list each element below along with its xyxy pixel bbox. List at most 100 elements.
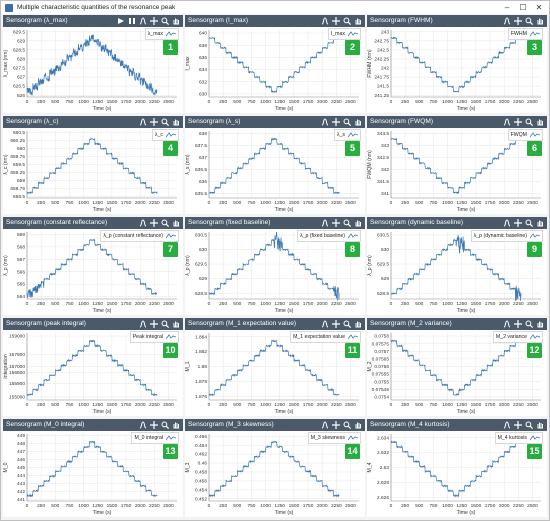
pan-hand-icon[interactable]: [536, 17, 544, 25]
pan-hand-icon[interactable]: [536, 320, 544, 328]
crosshair-icon[interactable]: [332, 118, 340, 126]
crosshair-icon[interactable]: [150, 17, 158, 25]
sensorgram-chart[interactable]: 0 250 500 750 1000 1250 1500 1750 2000 2250 2500 56…: [3, 229, 183, 315]
sensorgram-chart[interactable]: 0 250 500 750 1000 1250 1500 1750 2000 2250 2500 63…: [185, 128, 365, 214]
axes: [26, 434, 177, 502]
pause-icon[interactable]: [128, 17, 136, 25]
sensorgram-chart[interactable]: 0 250 500 750 1000 1250 1500 1750 2000 2250 2500 64…: [185, 27, 365, 113]
pan-hand-icon[interactable]: [172, 118, 180, 126]
curve-fit-icon[interactable]: [321, 421, 329, 429]
legend-line-icon: [166, 435, 176, 441]
x-tick-label: 250: [37, 200, 45, 206]
zoom-icon[interactable]: [343, 219, 351, 227]
sensorgram-panel: Sensorgram (λ_s) 0 250 500 750 1000 1250 1500 17…: [185, 116, 365, 214]
curve-fit-icon[interactable]: [503, 17, 511, 25]
crosshair-icon[interactable]: [514, 421, 522, 429]
curve-fit-icon[interactable]: [321, 320, 329, 328]
sensorgram-chart[interactable]: 0 250 500 750 1000 1250 1500 1750 2000 2250 2500 2.…: [367, 431, 547, 517]
zoom-icon[interactable]: [525, 219, 533, 227]
crosshair-icon[interactable]: [514, 219, 522, 227]
y-tick-label: 0.466: [195, 434, 207, 440]
minimize-button[interactable]: –: [504, 3, 510, 12]
y-tick-label: 0.0756: [374, 364, 389, 370]
zoom-icon[interactable]: [343, 421, 351, 429]
pan-hand-icon[interactable]: [172, 17, 180, 25]
curve-fit-icon[interactable]: [139, 320, 147, 328]
zoom-icon[interactable]: [161, 17, 169, 25]
curve-fit-icon[interactable]: [503, 219, 511, 227]
pan-hand-icon[interactable]: [172, 320, 180, 328]
series-line: [208, 339, 340, 397]
x-tick-label: 2500: [345, 503, 356, 509]
crosshair-icon[interactable]: [514, 118, 522, 126]
pan-hand-icon[interactable]: [536, 118, 544, 126]
x-tick-label: 2000: [499, 402, 510, 408]
zoom-icon[interactable]: [161, 219, 169, 227]
pan-hand-icon[interactable]: [354, 219, 362, 227]
axes: [208, 131, 359, 199]
crosshair-icon[interactable]: [150, 118, 158, 126]
panel-number-badge: 10: [163, 343, 178, 358]
curve-fit-icon[interactable]: [321, 17, 329, 25]
sensorgram-chart[interactable]: 0 250 500 750 1000 1250 1500 1750 2000 2250 2500 44…: [3, 431, 183, 517]
curve-fit-icon[interactable]: [139, 17, 147, 25]
pan-hand-icon[interactable]: [354, 320, 362, 328]
play-icon[interactable]: [117, 17, 125, 25]
pan-hand-icon[interactable]: [536, 219, 544, 227]
zoom-icon[interactable]: [525, 320, 533, 328]
sensorgram-chart[interactable]: 0 250 500 750 1000 1250 1500 1750 2000 2250 2500 34…: [367, 128, 547, 214]
zoom-icon[interactable]: [161, 320, 169, 328]
curve-fit-icon[interactable]: [139, 421, 147, 429]
x-tick-label: 2250: [513, 99, 524, 105]
curve-fit-icon[interactable]: [321, 118, 329, 126]
curve-fit-icon[interactable]: [139, 219, 147, 227]
zoom-icon[interactable]: [161, 421, 169, 429]
chart-legend: M_4 kurtosis: [494, 432, 543, 444]
crosshair-icon[interactable]: [332, 421, 340, 429]
y-tick-label: 632: [199, 79, 207, 85]
crosshair-icon[interactable]: [332, 17, 340, 25]
pan-hand-icon[interactable]: [354, 118, 362, 126]
pan-hand-icon[interactable]: [172, 219, 180, 227]
sensorgram-chart[interactable]: 0 250 500 750 1000 1250 1500 1750 2000 2250 2500 15…: [3, 330, 183, 416]
crosshair-icon[interactable]: [514, 17, 522, 25]
maximize-button[interactable]: ☐: [519, 3, 527, 12]
crosshair-icon[interactable]: [332, 320, 340, 328]
pan-hand-icon[interactable]: [354, 421, 362, 429]
crosshair-icon[interactable]: [150, 421, 158, 429]
zoom-icon[interactable]: [525, 118, 533, 126]
sensorgram-chart[interactable]: 0 250 500 750 1000 1250 1500 1750 2000 2250 2500 1.…: [185, 330, 365, 416]
close-button[interactable]: ✕: [535, 3, 543, 12]
curve-fit-icon[interactable]: [503, 320, 511, 328]
sensorgram-chart[interactable]: 0 250 500 750 1000 1250 1500 1750 2000 2250 2500 24…: [367, 27, 547, 113]
curve-fit-icon[interactable]: [503, 118, 511, 126]
sensorgram-chart[interactable]: 0 250 500 750 1000 1250 1500 1750 2000 2250 2500 62…: [3, 27, 183, 113]
pan-hand-icon[interactable]: [172, 421, 180, 429]
x-axis-label: Time (s): [93, 510, 112, 516]
panel-number-badge: 5: [345, 141, 360, 156]
zoom-icon[interactable]: [343, 17, 351, 25]
zoom-icon[interactable]: [343, 118, 351, 126]
curve-fit-icon[interactable]: [139, 118, 147, 126]
zoom-icon[interactable]: [525, 421, 533, 429]
zoom-icon[interactable]: [525, 17, 533, 25]
pan-hand-icon[interactable]: [536, 421, 544, 429]
x-tick-label: 2500: [527, 301, 538, 307]
curve-fit-icon[interactable]: [503, 421, 511, 429]
curve-fit-icon[interactable]: [321, 219, 329, 227]
legend-line-icon: [530, 233, 540, 239]
zoom-icon[interactable]: [161, 118, 169, 126]
sensorgram-chart[interactable]: 0 250 500 750 1000 1250 1500 1750 2000 2250 2500 63…: [367, 229, 547, 315]
panel-number-badge: 4: [163, 141, 178, 156]
crosshair-icon[interactable]: [332, 219, 340, 227]
sensorgram-chart[interactable]: 0 250 500 750 1000 1250 1500 1750 2000 2250 2500 0.…: [367, 330, 547, 416]
crosshair-icon[interactable]: [150, 320, 158, 328]
crosshair-icon[interactable]: [514, 320, 522, 328]
zoom-icon[interactable]: [343, 320, 351, 328]
sensorgram-chart[interactable]: 0 250 500 750 1000 1250 1500 1750 2000 2250 2500 0.…: [185, 431, 365, 517]
sensorgram-chart[interactable]: 0 250 500 750 1000 1250 1500 1750 2000 2250 2500 63…: [185, 229, 365, 315]
crosshair-icon[interactable]: [150, 219, 158, 227]
pan-hand-icon[interactable]: [354, 17, 362, 25]
panel-number-badge: 2: [345, 40, 360, 55]
x-tick-label: 2250: [331, 200, 342, 206]
